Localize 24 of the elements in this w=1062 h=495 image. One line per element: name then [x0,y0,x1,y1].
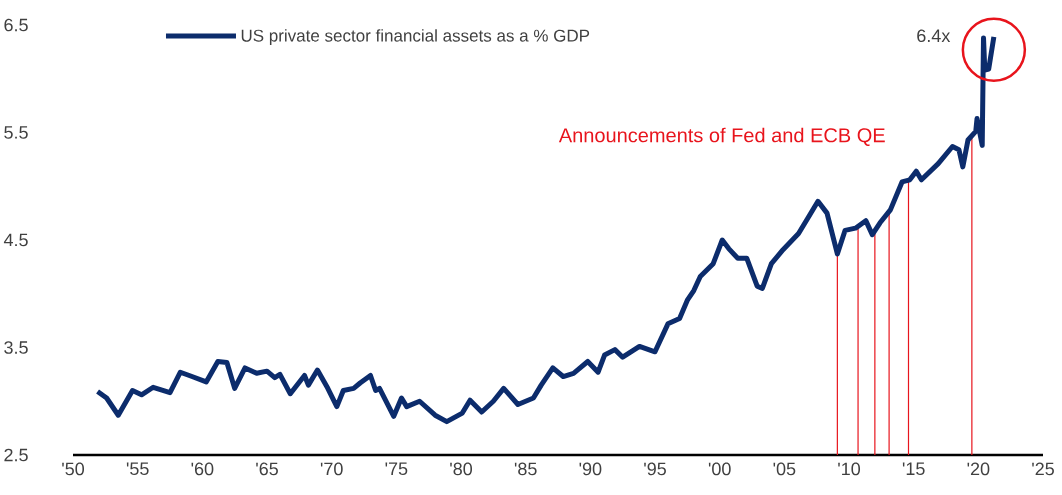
x-tick-label: '50 [62,462,85,476]
x-tick-label: '20 [967,462,990,476]
x-tick-label: '65 [256,462,278,476]
y-tick-label: 3.5 [4,341,28,354]
y-tick-label: 6.5 [4,18,28,32]
annotation: Announcements of Fed and ECB QE [558,127,885,146]
y-tick-label: 4.5 [3,233,28,247]
x-tick-label: '75 [385,462,408,476]
x-tick-label: '60 [191,462,214,476]
x-tick-label: '05 [773,462,796,476]
x-tick-label: '15 [902,462,925,476]
x-tick-label: '10 [838,462,861,476]
x-tick-label: '25 [1032,462,1054,476]
x-tick-label: '00 [708,462,731,476]
y-tick-label: 5.5 [4,126,28,139]
y-tick-label: 2.5 [4,448,28,462]
x-tick-label: '70 [320,462,343,476]
x-tick-label: '90 [579,462,602,476]
x-tick-label: '95 [644,462,666,476]
x-tick-label: '85 [514,462,537,476]
x-tick-label: '55 [126,462,149,476]
legend-label: US private sector financial assets as a % GDP [241,29,590,46]
annotation: 6.4x [917,29,951,43]
x-tick-label: '80 [450,462,473,476]
